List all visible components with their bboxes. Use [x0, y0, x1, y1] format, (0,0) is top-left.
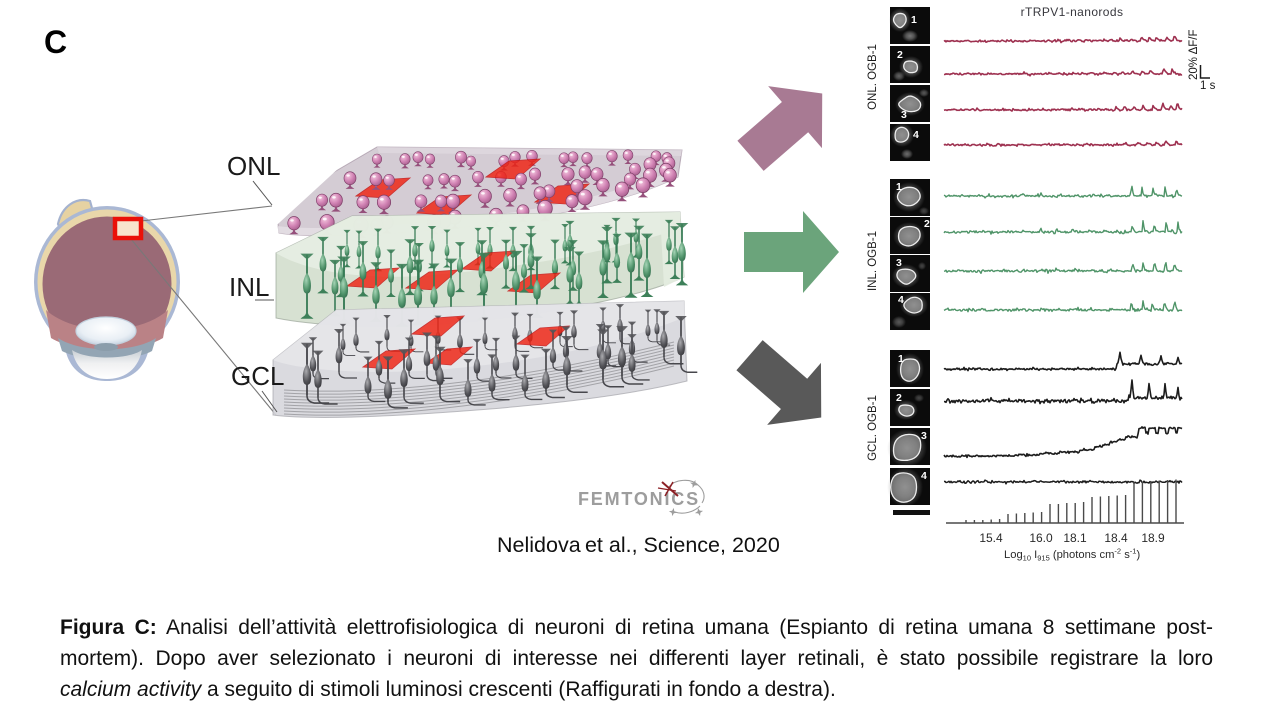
svg-text:3: 3 — [921, 430, 927, 442]
svg-text:1: 1 — [898, 353, 904, 365]
svg-text:18.9: 18.9 — [1141, 531, 1165, 545]
svg-text:ONL: ONL — [227, 151, 280, 181]
svg-text:1: 1 — [896, 181, 902, 193]
svg-text:GCL: GCL — [231, 361, 284, 391]
svg-text:ONL. OGB-1: ONL. OGB-1 — [867, 44, 879, 110]
svg-text:3: 3 — [901, 109, 907, 121]
svg-text:15.4: 15.4 — [979, 531, 1003, 545]
svg-text:20% ΔF/F: 20% ΔF/F — [1188, 29, 1200, 80]
svg-text:18.1: 18.1 — [1063, 531, 1087, 545]
svg-text:1 s: 1 s — [1200, 80, 1216, 92]
svg-text:rTRPV1-nanorods: rTRPV1-nanorods — [1021, 5, 1124, 19]
svg-text:16.0: 16.0 — [1029, 531, 1053, 545]
svg-text:GCL. OGB-1: GCL. OGB-1 — [867, 395, 879, 461]
svg-text:FEMTONICS: FEMTONICS — [578, 489, 700, 509]
svg-text:4: 4 — [921, 470, 927, 482]
svg-text:Log10 I915 (photons cm-2 s-1): Log10 I915 (photons cm-2 s-1) — [1004, 547, 1140, 563]
svg-text:4: 4 — [913, 129, 919, 141]
svg-text:4: 4 — [898, 294, 904, 306]
svg-text:18.4: 18.4 — [1104, 531, 1128, 545]
svg-text:Nelidova et al., Science, 2020: Nelidova et al., Science, 2020 — [497, 533, 780, 557]
svg-text:2: 2 — [897, 49, 903, 61]
svg-text:3: 3 — [896, 257, 902, 269]
svg-text:1: 1 — [911, 14, 917, 26]
svg-text:2: 2 — [924, 218, 930, 230]
svg-text:INL. OGB-1: INL. OGB-1 — [867, 231, 879, 291]
svg-text:2: 2 — [896, 392, 902, 404]
svg-text:INL: INL — [229, 272, 269, 302]
